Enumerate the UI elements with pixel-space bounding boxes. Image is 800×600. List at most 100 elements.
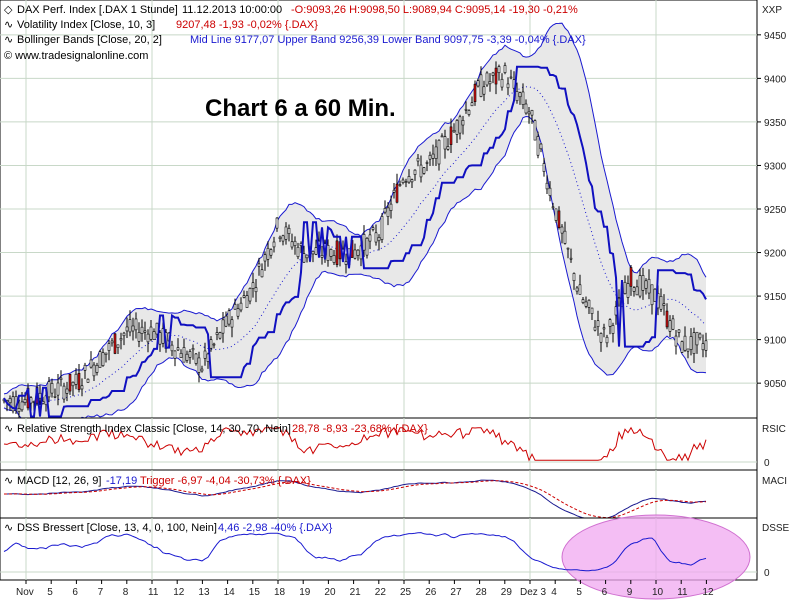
candle-body <box>461 120 465 126</box>
x-tick-label: 25 <box>400 587 412 598</box>
rsi-label: Relative Strength Index Classic [Close, … <box>17 423 291 435</box>
candle-body <box>470 102 474 107</box>
rsi-grid <box>0 418 757 470</box>
candle-body <box>119 338 123 341</box>
candle-body <box>692 332 696 354</box>
candle-body <box>398 184 402 186</box>
candle-body <box>695 331 699 346</box>
y-tick-label: 9350 <box>764 118 787 129</box>
candle-body <box>287 227 291 234</box>
dss-value: 4,46 -2,98 -40% {.DAX} <box>218 522 333 534</box>
candle-body <box>431 153 435 159</box>
x-tick-label: 13 <box>198 587 210 598</box>
candle-body <box>677 329 681 333</box>
candle-body <box>704 340 708 351</box>
x-tick-label: Dez 3 <box>520 587 547 598</box>
candle-body <box>392 189 396 193</box>
x-tick-label: 12 <box>173 587 185 598</box>
candle-body <box>200 368 204 372</box>
candle-body <box>545 182 549 190</box>
candle-body <box>479 74 483 97</box>
candle-body <box>239 302 243 311</box>
candle-body <box>698 333 702 339</box>
candle-body <box>608 319 612 327</box>
y-tick-label: 9100 <box>764 336 787 347</box>
candle-body <box>506 83 510 89</box>
candle-body <box>20 401 24 411</box>
candle-body <box>422 167 426 174</box>
instrument-name: DAX Perf. Index [.DAX 1 Stunde] <box>17 4 178 16</box>
candle-body <box>8 398 12 404</box>
candle-body <box>113 333 117 354</box>
x-axis: Nov 5 6 7 8 11 12 13 14 15 18 19 20 21 22 25 26 27 28 29 Dez… <box>16 580 714 598</box>
rsi-scale-label: RSIC <box>762 424 786 435</box>
x-tick-label: 18 <box>274 587 286 598</box>
candle-body <box>50 383 54 394</box>
x-tick-label: 12 <box>702 587 714 598</box>
x-tick-label: 29 <box>501 587 513 598</box>
candle-body <box>173 350 177 359</box>
indicator-icon: ∿ <box>4 423 13 435</box>
candle-body <box>272 241 276 248</box>
candle-body <box>371 227 375 230</box>
y-tick-label: 9200 <box>764 249 787 260</box>
candle-body <box>587 299 591 308</box>
candle-body <box>131 325 135 332</box>
candle-body <box>629 267 633 287</box>
candle-body <box>428 154 432 160</box>
dss-line <box>3 532 707 572</box>
candle-body <box>494 67 498 85</box>
candle-body <box>599 333 603 343</box>
y-tick-label: 9250 <box>764 205 787 216</box>
candle-body <box>284 226 288 240</box>
candle-body <box>122 332 126 337</box>
candle-body <box>638 275 642 297</box>
candle-body <box>482 86 486 95</box>
candle-body <box>320 255 324 258</box>
candle-body <box>224 315 228 327</box>
candle-body <box>503 65 507 73</box>
band-upper-line <box>3 22 707 395</box>
x-tick-label: 6 <box>602 587 608 598</box>
candle-body <box>395 183 399 203</box>
instrument-ohlc: -O:9093,26 H:9098,50 L:9089,94 C:9095,14… <box>291 4 578 16</box>
candle-body <box>353 249 357 259</box>
header: ◇ DAX Perf. Index [.DAX 1 Stunde] 11.12.… <box>4 4 782 62</box>
x-tick-label: 21 <box>350 587 362 598</box>
candle-body <box>188 351 192 358</box>
candle-body <box>518 92 522 98</box>
candle-body <box>521 91 525 105</box>
x-tick-label: 28 <box>476 587 488 598</box>
candle-body <box>401 179 405 183</box>
candle-body <box>539 143 543 150</box>
y-tick-label: 9150 <box>764 292 787 303</box>
candle-body <box>407 176 411 183</box>
candle-body <box>380 216 384 240</box>
x-tick-label: 15 <box>249 587 261 598</box>
candle-body <box>542 163 546 172</box>
dss-label: DSS Bressert [Close, 13, 4, 0, 100, Nein… <box>17 522 217 534</box>
candle-body <box>680 341 684 353</box>
candle-body <box>311 251 315 255</box>
candle-body <box>365 237 369 256</box>
candle-body <box>455 120 459 135</box>
candle-body <box>17 408 21 412</box>
candle-body <box>56 382 60 396</box>
candle-body <box>569 257 573 260</box>
candle-body <box>611 325 615 334</box>
candle-body <box>293 240 297 247</box>
dss-highlight-ellipse <box>561 514 751 600</box>
macd-label: MACD [12, 26, 9] <box>17 475 101 487</box>
indicator-icon: ∿ <box>4 475 13 487</box>
candle-body <box>305 254 309 259</box>
candle-body <box>671 318 675 330</box>
candle-body <box>386 207 390 217</box>
candle-body <box>266 247 270 260</box>
candle-body <box>170 344 174 352</box>
candle-body <box>464 108 468 111</box>
y-tick-label: 9300 <box>764 161 787 172</box>
indicator-icon: ∿ <box>4 34 13 46</box>
rsi-line <box>3 426 707 462</box>
macd-trigger: Trigger -6,97 -4,04 -30,73% {.DAX} <box>140 475 311 487</box>
